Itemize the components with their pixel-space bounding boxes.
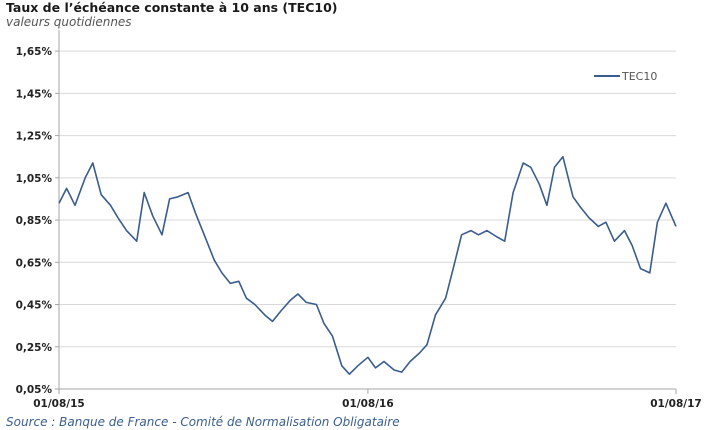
source-note: Source : Banque de France - Comité de No… (6, 415, 400, 429)
source-text: Banque de France - Comité de Normalisati… (59, 415, 400, 429)
legend-label: TEC10 (621, 70, 657, 83)
x-tick-label: 01/08/17 (650, 398, 702, 410)
x-tick-label: 01/08/16 (342, 398, 394, 410)
x-axis: 01/08/15 01/08/16 01/08/17 (33, 30, 702, 410)
y-tick-label: 0,65% (16, 257, 53, 269)
source-label: Source : (6, 415, 56, 429)
y-tick-label: 1,65% (16, 46, 53, 58)
chart-title: Taux de l’échéance constante à 10 ans (T… (6, 0, 338, 15)
y-tick-label: 0,85% (16, 215, 53, 227)
y-tick-label: 1,05% (16, 173, 53, 185)
y-tick-label: 0,25% (16, 342, 53, 354)
grid-lines (59, 50, 676, 348)
y-tick-label: 0,45% (16, 300, 53, 312)
legend: TEC10 (594, 70, 657, 83)
series-line-tec10 (58, 155, 677, 376)
y-axis-ticks: 0,05% 0,25% 0,45% 0,65% 0,85% 1,05% 1,25% 1,45%… (16, 46, 59, 396)
chart-subtitle: valeurs quotidiennes (6, 15, 132, 29)
y-tick-label: 1,45% (16, 88, 53, 100)
y-tick-label: 1,25% (16, 131, 53, 143)
y-tick-label: 0,05% (16, 384, 53, 396)
x-tick-label: 01/08/15 (33, 398, 85, 410)
series-group (58, 155, 677, 376)
